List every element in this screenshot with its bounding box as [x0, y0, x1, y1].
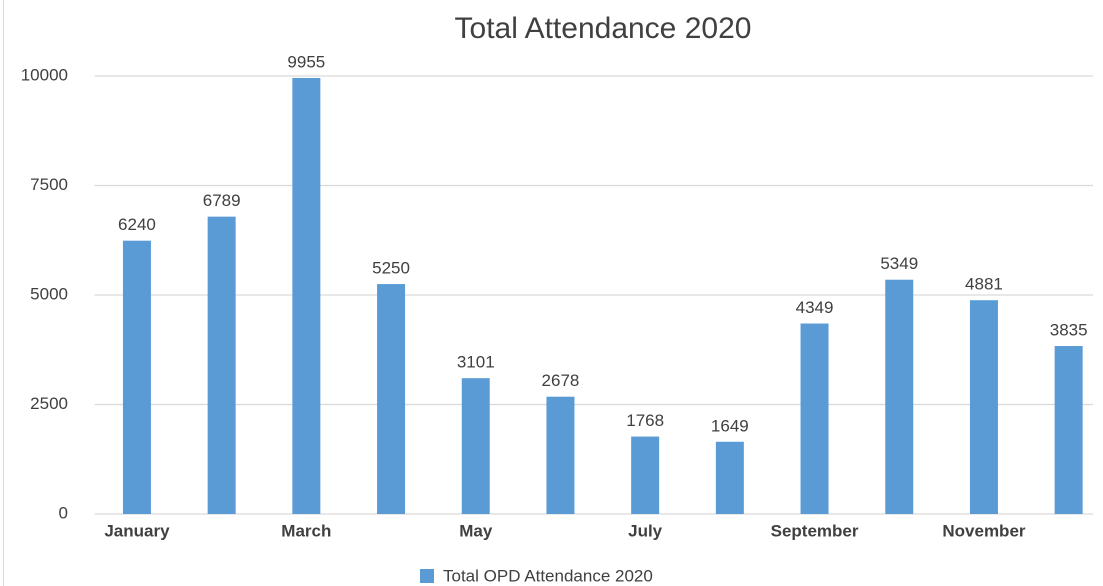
x-tick-label: November	[942, 521, 1026, 540]
bar	[546, 396, 575, 514]
data-label: 6240	[118, 215, 156, 234]
x-tick-label: March	[281, 521, 331, 540]
data-label: 3101	[457, 353, 495, 372]
bar	[969, 300, 998, 514]
data-label: 1649	[711, 416, 749, 435]
bar	[377, 284, 406, 514]
data-label: 9955	[287, 52, 325, 71]
y-tick-label: 5000	[30, 284, 68, 303]
chart-frame	[3, 0, 4, 586]
data-label: 3835	[1050, 321, 1088, 340]
data-label: 1768	[626, 411, 664, 430]
data-label: 4881	[965, 275, 1003, 294]
bar	[715, 441, 744, 514]
y-tick-label: 0	[59, 503, 68, 522]
x-tick-label: May	[459, 521, 493, 540]
legend-label: Total OPD Attendance 2020	[443, 566, 653, 585]
data-label: 2678	[542, 371, 580, 390]
bar	[122, 240, 151, 515]
bar	[885, 279, 914, 514]
chart-title: Total Attendance 2020	[455, 12, 752, 45]
bar	[207, 216, 236, 515]
x-tick-label: July	[628, 521, 663, 540]
data-label: 5250	[372, 259, 410, 278]
y-tick-label: 7500	[30, 175, 68, 194]
x-tick-label: January	[104, 521, 170, 540]
y-tick-label: 2500	[30, 394, 68, 413]
bar	[292, 77, 321, 514]
y-tick-label: 10000	[21, 65, 68, 84]
data-label: 5349	[880, 254, 918, 273]
x-tick-label: September	[771, 521, 859, 540]
bar	[461, 378, 490, 514]
bar	[1054, 346, 1083, 514]
bar	[800, 323, 829, 514]
bar	[631, 436, 660, 514]
legend-swatch	[420, 569, 434, 583]
data-label: 4349	[796, 298, 834, 317]
data-label: 6789	[203, 191, 241, 210]
